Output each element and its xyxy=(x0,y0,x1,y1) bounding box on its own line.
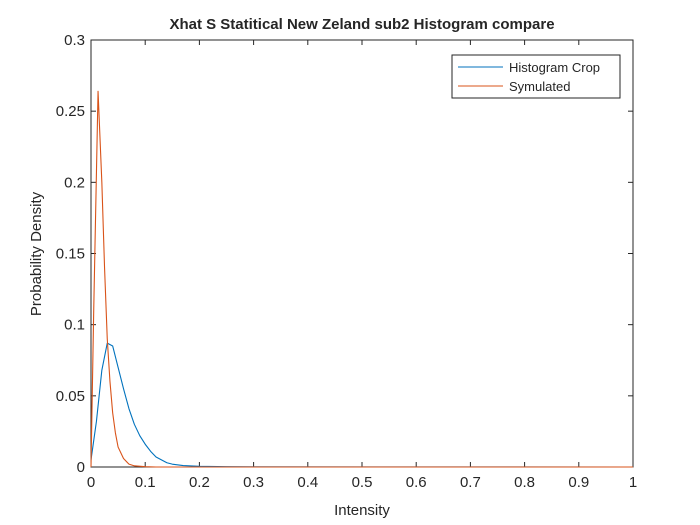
x-tick-label: 0.5 xyxy=(352,474,373,491)
series-line-symulated xyxy=(90,90,633,468)
y-tick-label: 0.25 xyxy=(56,103,85,120)
legend: Histogram Crop Symulated xyxy=(451,54,621,99)
series-lines xyxy=(90,90,634,468)
x-tick-label: 1 xyxy=(629,474,637,491)
x-tick-label: 0.4 xyxy=(297,474,318,491)
x-tick-label: 0.9 xyxy=(568,474,589,491)
series-line-histogram-crop xyxy=(90,342,634,468)
x-axis-label: Intensity xyxy=(334,502,390,519)
axis-ticks: 0 0.1 0.2 0.3 0.4 0.5 0.6 0.7 0.8 0.9 1 0 0.05 0.1 0.1… xyxy=(56,32,637,491)
y-tick-label: 0.15 xyxy=(56,246,85,263)
legend-label-symulated: Symulated xyxy=(509,79,570,94)
y-tick-label: 0.3 xyxy=(64,32,85,49)
x-tick-label: 0.3 xyxy=(243,474,264,491)
x-tick-label: 0.7 xyxy=(460,474,481,491)
x-tick-label: 0.2 xyxy=(189,474,210,491)
y-axis-label: Probability Density xyxy=(28,191,45,316)
legend-label-histogram-crop: Histogram Crop xyxy=(509,60,600,75)
x-tick-label: 0.8 xyxy=(514,474,535,491)
y-tick-label: 0.2 xyxy=(64,174,85,191)
x-tick-label: 0.6 xyxy=(406,474,427,491)
y-tick-label: 0.05 xyxy=(56,388,85,405)
y-tick-label: 0.1 xyxy=(64,317,85,334)
plot-area xyxy=(90,39,634,468)
legend-box xyxy=(451,54,621,99)
x-tick-label: 0 xyxy=(87,474,95,491)
x-tick-label: 0.1 xyxy=(135,474,156,491)
y-tick-label: 0 xyxy=(77,459,85,476)
chart-title: Xhat S Statitical New Zeland sub2 Histog… xyxy=(169,16,554,33)
